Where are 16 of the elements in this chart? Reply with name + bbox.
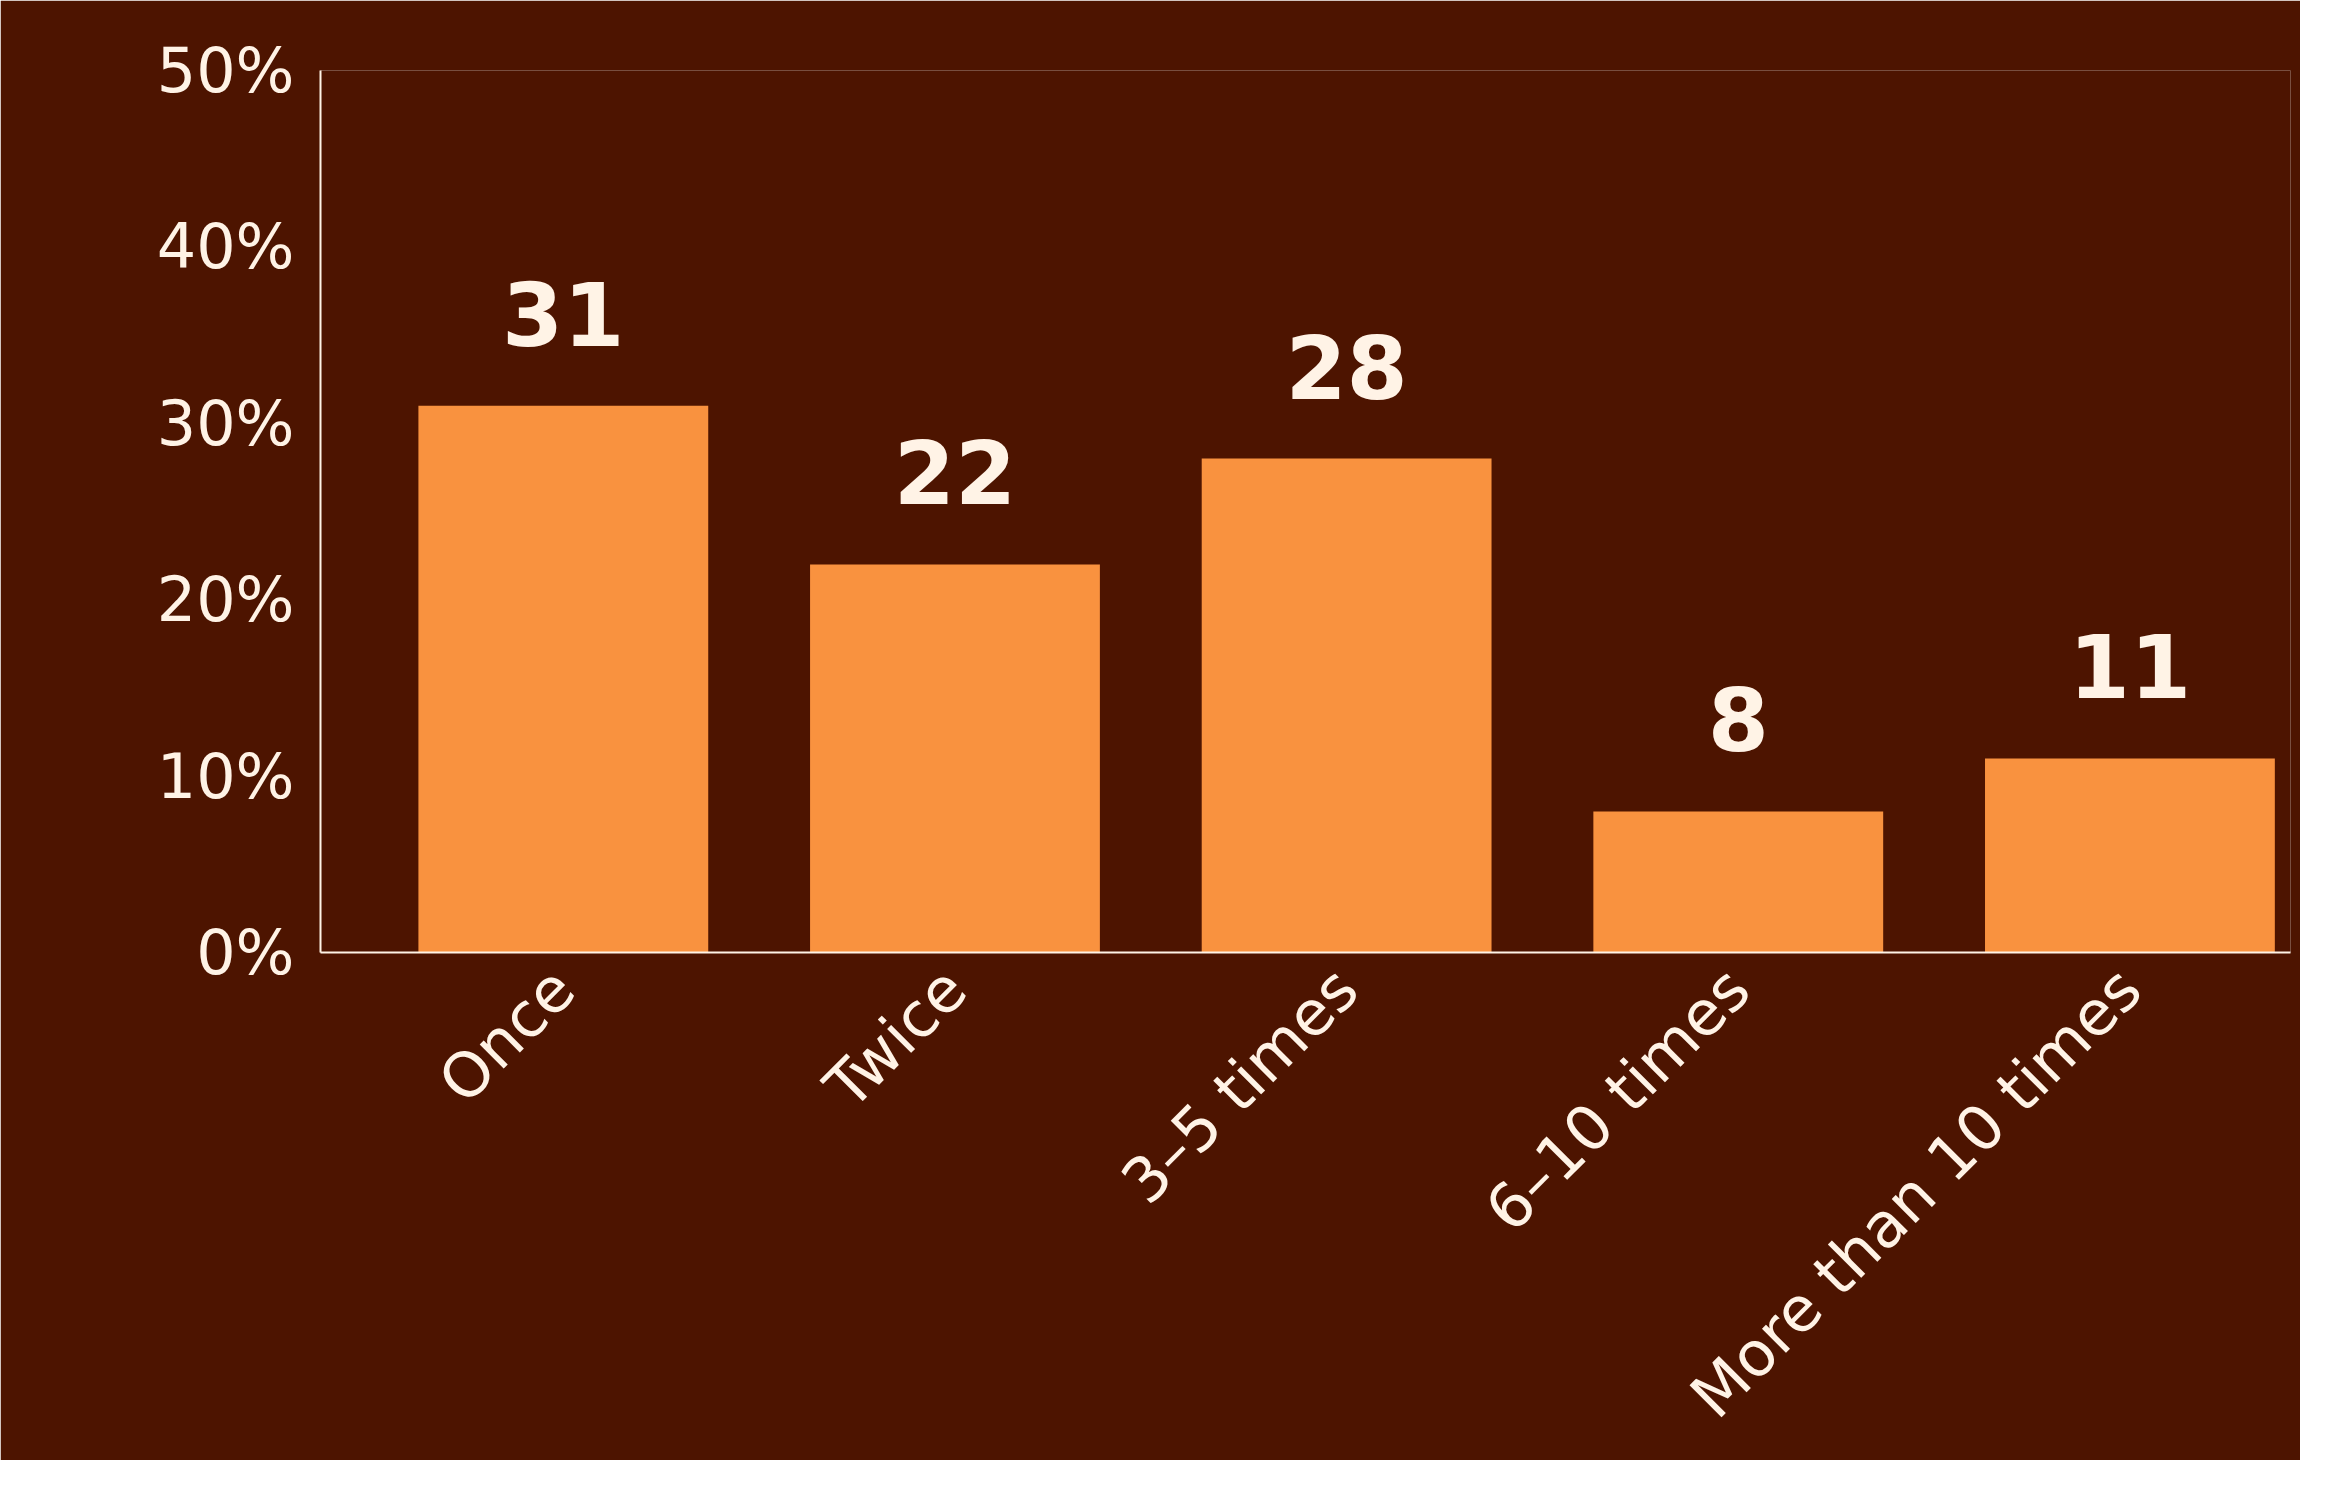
bar (810, 564, 1100, 953)
bar (1593, 811, 1884, 953)
y-tick-label: 20% (156, 563, 295, 637)
data-label: 31 (502, 263, 625, 367)
y-tick-label: 30% (156, 386, 295, 460)
data-label: 28 (1285, 316, 1408, 420)
data-label: 8 (1707, 669, 1769, 773)
data-label: 22 (893, 422, 1017, 526)
bar (1201, 458, 1492, 953)
data-label: 11 (2068, 616, 2192, 720)
y-tick-label: 0% (196, 916, 295, 989)
y-tick-label: 50% (156, 34, 295, 107)
bar (418, 405, 709, 953)
y-tick-label: 40% (156, 210, 295, 284)
y-tick-label: 10% (156, 739, 295, 813)
bar (1985, 758, 2275, 953)
